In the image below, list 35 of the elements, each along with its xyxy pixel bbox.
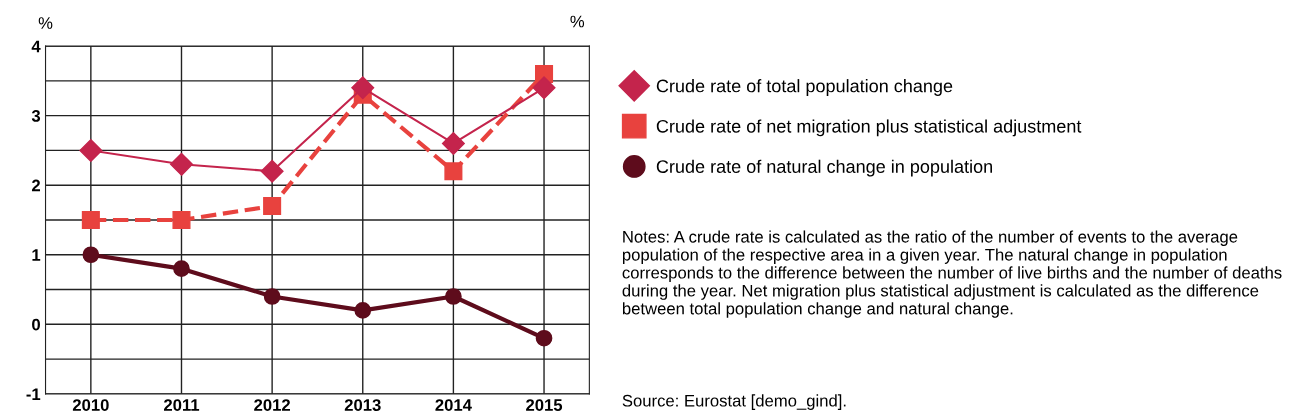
legend-label: Crude rate of net migration plus statistical adjustment — [656, 119, 1082, 137]
x-tick-label: 2015 — [526, 399, 563, 411]
point — [445, 288, 462, 305]
point — [81, 210, 100, 230]
legend-label: Crude rate of total population change — [656, 79, 953, 96]
x-tick-label: 2014 — [435, 399, 472, 411]
point — [172, 210, 191, 230]
y-tick-label: 4 — [31, 40, 41, 53]
point — [532, 76, 556, 100]
x-tick-label: 2011 — [163, 399, 200, 411]
y-tick-label: 3 — [31, 110, 41, 122]
point — [169, 152, 193, 176]
point — [354, 302, 372, 319]
source-note: Source: Eurostat [demo_gind]. — [622, 394, 846, 410]
y-tick-label: 2 — [31, 179, 41, 192]
x-tick-label: 2012 — [254, 399, 290, 411]
y-tick-label: 0 — [32, 318, 40, 331]
x-tick-label: 2010 — [72, 399, 109, 411]
y-tick-label: 1 — [32, 249, 41, 261]
point — [535, 329, 553, 347]
y-tick-label: -1 — [26, 388, 41, 400]
x-tick-label: 2013 — [344, 399, 381, 411]
text: Notes: A crude rate is calculated as the ratio of the number of events to the average population of the respective area in a given year. The natural change in population corresponds to the difference between the number of live births and the number of deaths during the year. Net migration plus statistical adjustment is calculated as the difference between total population change and natural change. — [622, 230, 1282, 318]
point — [263, 197, 282, 216]
point — [444, 162, 463, 181]
y-axis-title: % — [38, 17, 53, 29]
point — [79, 138, 103, 162]
legend-label: Crude rate of natural change in population — [656, 159, 992, 177]
text: % — [570, 15, 585, 28]
point — [173, 260, 190, 277]
point — [351, 76, 375, 100]
point — [260, 159, 284, 183]
point — [441, 131, 465, 155]
point — [263, 288, 281, 305]
point — [82, 246, 100, 264]
